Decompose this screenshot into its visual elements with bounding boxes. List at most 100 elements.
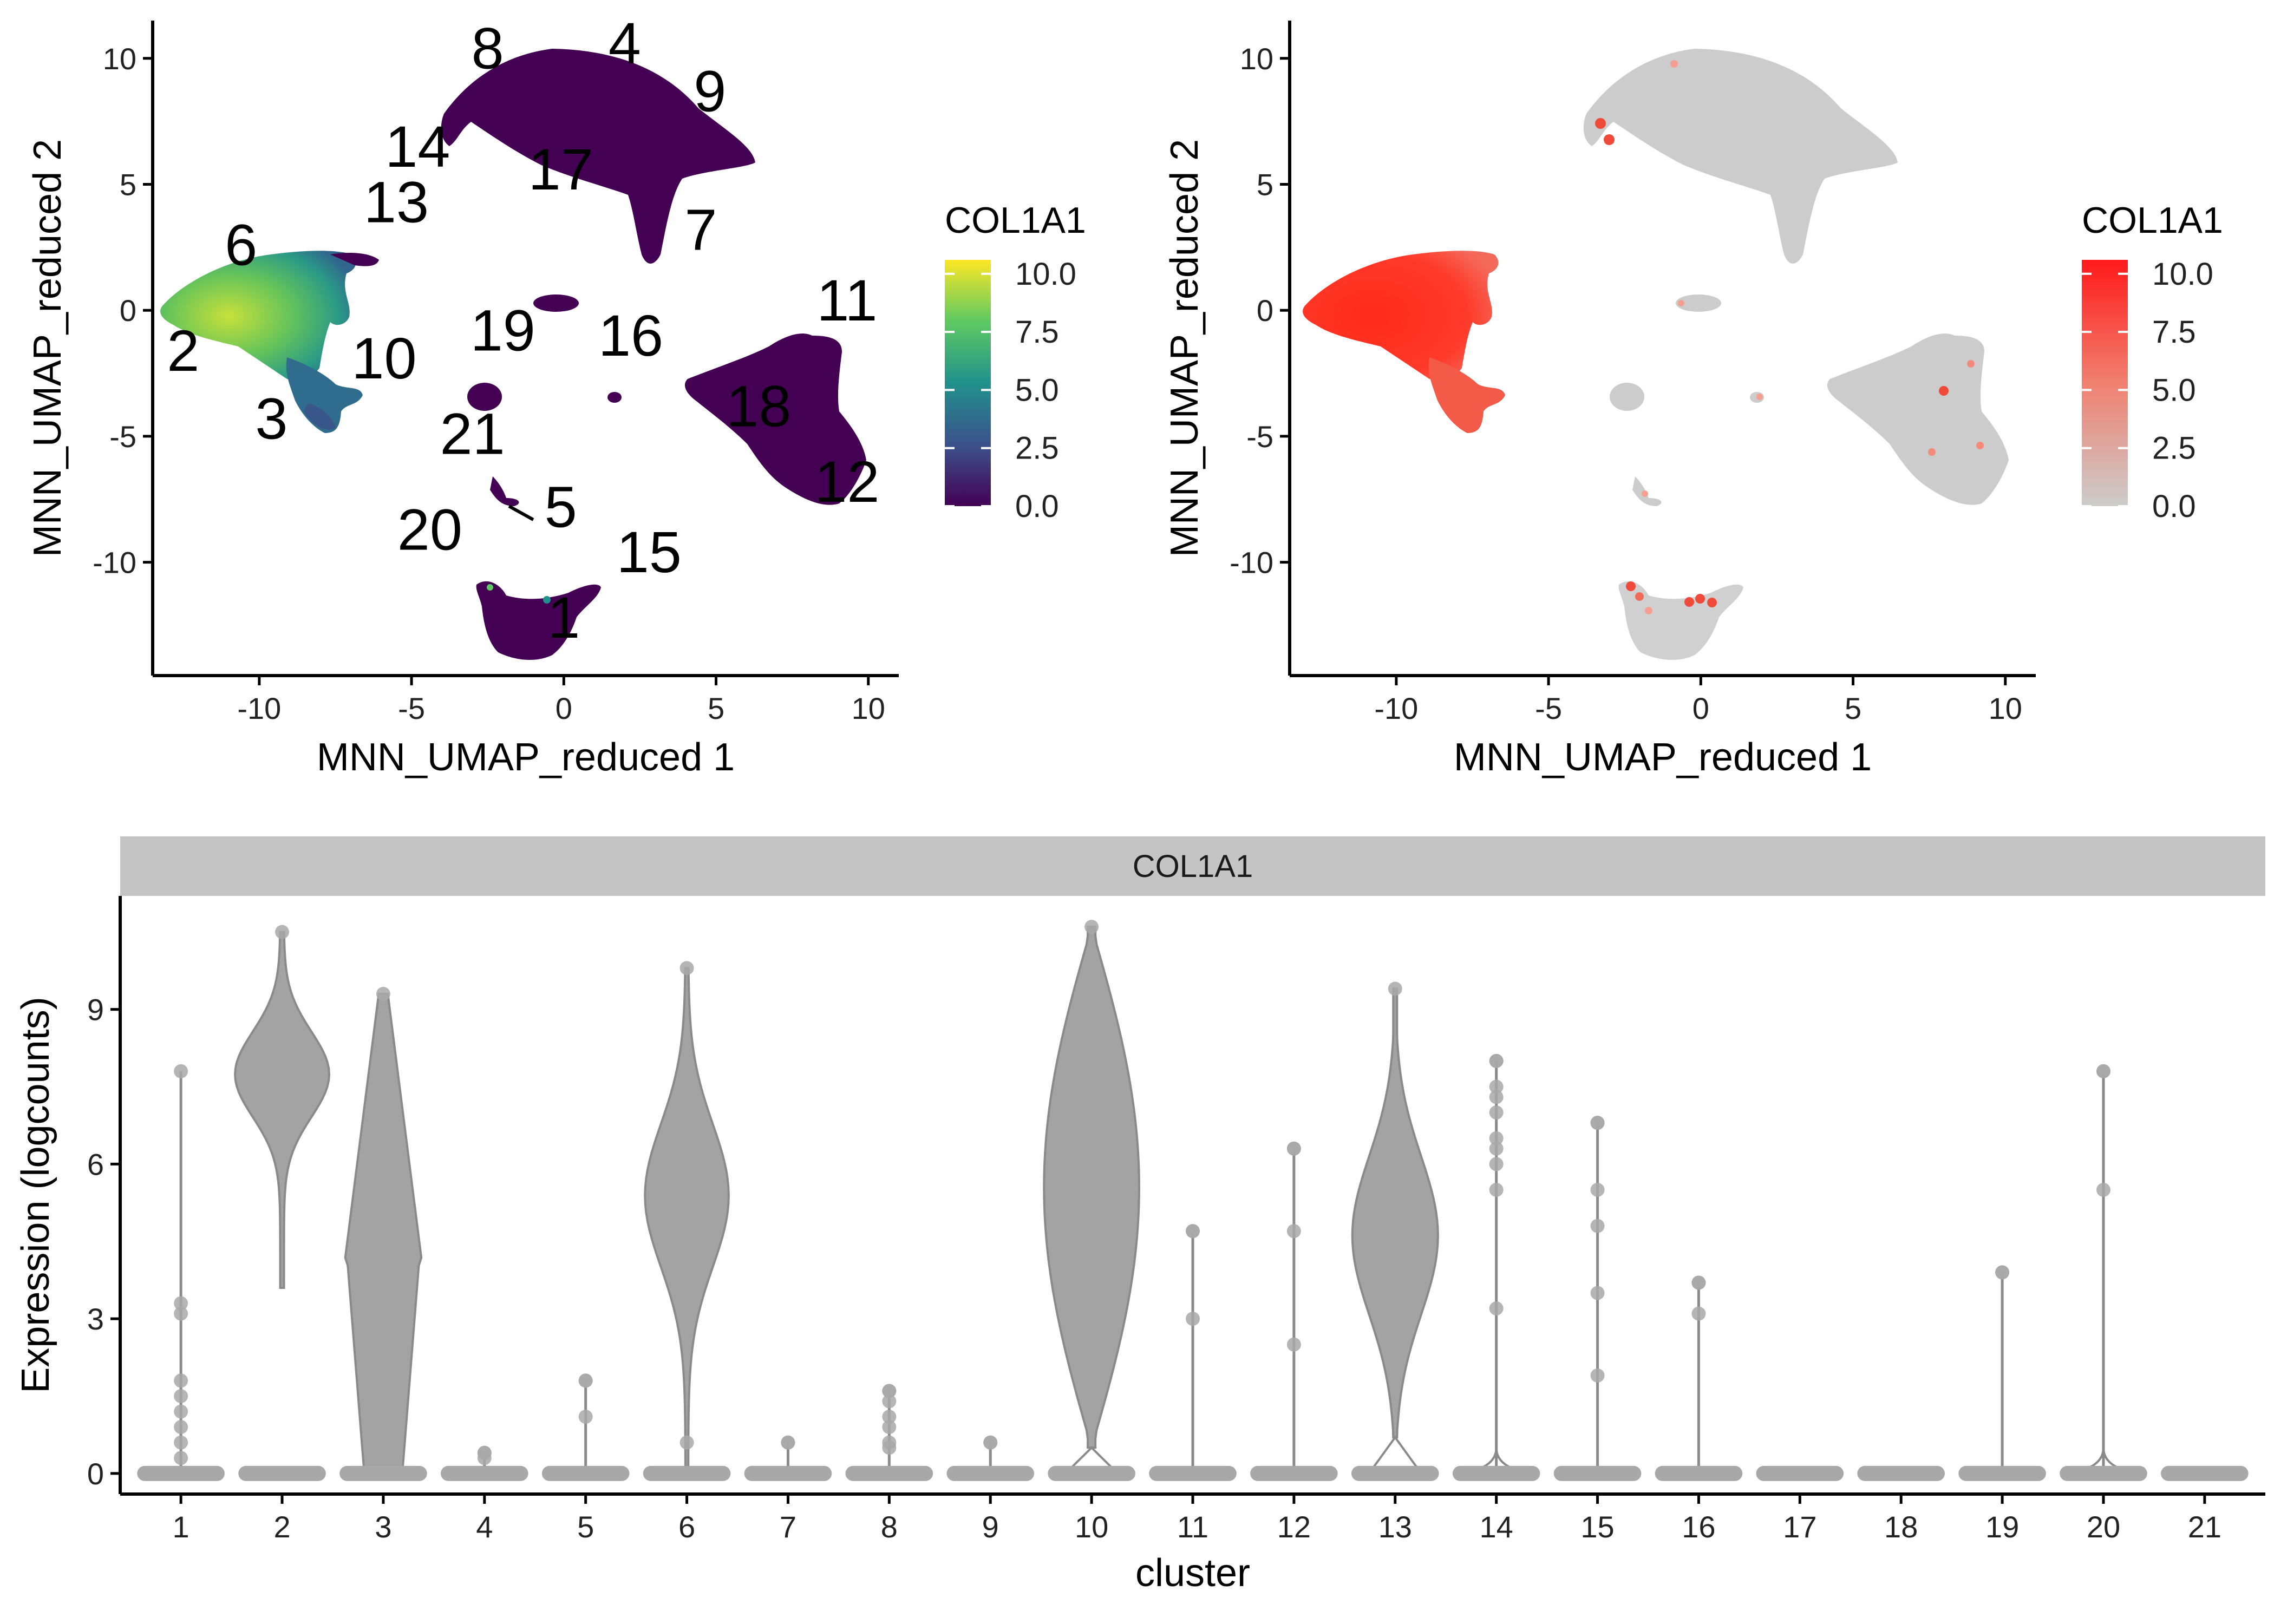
violin-x-tick-label: 19 [1985,1510,2019,1544]
umap-red-region-3-10 [1428,357,1505,433]
violin-zero-band-9 [946,1465,1035,1481]
violin-point-5 [578,1373,593,1388]
violin-point-6 [679,1466,694,1481]
violin-point-14 [1489,1090,1504,1104]
umap-viridis-legend: COL1A1 0.0 2.5 5.0 7.5 10.0 [945,200,1086,524]
cluster-label-6: 6 [225,212,257,277]
violin-zero-band-14 [1452,1465,1540,1481]
violin-x-tick-label: 20 [2087,1510,2120,1544]
umap-viridis-region-top [441,49,755,264]
violin-zero-band-19 [1958,1465,2046,1481]
cluster-label-13: 13 [364,169,429,234]
violin-x-tick-label: 8 [881,1510,898,1544]
violin-point-15 [1590,1219,1605,1233]
violin-marks [137,920,2249,1481]
umap-red-cell [1642,490,1648,497]
umap-viridis-region-21 [490,476,519,506]
violin-point-12 [1286,1224,1301,1239]
violin-point-20 [2096,1182,2110,1197]
umap-red-cell [1684,597,1694,607]
umap-viridis-region-16b [607,392,622,403]
violin-y-tick-label: 3 [87,1302,104,1336]
violin-point-19 [1995,1265,2010,1280]
violin-y-tick-label: 0 [87,1457,104,1491]
violin-point-8 [882,1420,897,1435]
violin-x-tick-label: 5 [577,1510,594,1544]
cluster-label-12: 12 [814,449,879,514]
umap-red-cell [1678,300,1684,306]
violin-point-4 [477,1445,492,1460]
violin-point-14 [1489,1301,1504,1316]
umap-viridis-clusters [160,49,866,660]
umap-viridis-x-tick-label: 5 [708,691,724,725]
violin-point-6 [679,1435,694,1450]
cluster-label-11: 11 [816,267,877,333]
violin-zero-band-11 [1149,1465,1237,1481]
violin-zero-band-17 [1756,1465,1844,1481]
cluster-label-15: 15 [617,519,682,585]
violin-y-tick-label: 6 [87,1147,104,1181]
violin-zero-band-15 [1553,1465,1642,1481]
violin-point-15 [1590,1286,1605,1300]
umap-red-region-right [1827,333,2009,505]
umap-viridis-legend-tick-label: 5.0 [1015,372,1059,408]
umap-red-x-tick-label: 10 [1989,691,2022,725]
violin-point-1 [174,1306,188,1321]
umap-red-region-top [1583,49,1898,264]
umap-red-x-axis-label: MNN_UMAP_reduced 1 [1454,736,1872,779]
umap-viridis-x-tick-label: -10 [237,691,281,725]
umap-viridis-legend-ticks: 0.0 2.5 5.0 7.5 10.0 [945,257,1076,524]
violin-point-14 [1489,1157,1504,1171]
umap-red-y-tick-label: 0 [1257,293,1273,328]
umap-viridis-region-3-low [303,403,336,430]
violin-zero-band-3 [339,1465,427,1481]
cluster-label-18: 18 [726,373,791,438]
violin-point-20 [2096,1064,2110,1078]
violin-point-14 [1489,1079,1504,1094]
umap-red-panel: -10 -5 0 5 10 -10 -5 0 5 10 MNN_UMAP_reduced 1 MNN_… [1163,21,2223,779]
violin-y-axis-label: Expression (logcounts) [14,997,57,1393]
cluster-label-10: 10 [351,325,416,391]
violin-max-point-6 [679,961,694,975]
umap-viridis-x-tick-label: -5 [398,691,425,725]
violin-point-1 [174,1404,188,1419]
violin-point-8 [882,1410,897,1424]
violin-zero-band-1 [137,1465,225,1481]
violin-x-tick-label: 18 [1884,1510,1918,1544]
umap-viridis-x-axis-label: MNN_UMAP_reduced 1 [317,736,735,779]
umap-red-y-axis-label: MNN_UMAP_reduced 2 [1163,139,1206,557]
cluster-label-8: 8 [472,15,504,81]
umap-viridis-region-16a [533,294,579,312]
violin-max-point-2 [275,925,290,939]
violin-point-14 [1489,1182,1504,1197]
violin-point-1 [174,1420,188,1435]
umap-red-cell [1645,607,1652,614]
violin-point-8 [882,1394,897,1409]
umap-red-legend-tick-label: 10.0 [2152,257,2213,292]
violin-cluster-13 [1351,987,1439,1439]
violin-x-tick-label: 14 [1480,1510,1513,1544]
violin-zero-band-10 [1048,1465,1135,1481]
umap-red-cell [1626,581,1636,591]
umap-red-cell [1756,394,1763,400]
violin-x-tick-label: 4 [476,1510,493,1544]
violin-x-tick-label: 11 [1177,1510,1208,1544]
violin-point-1 [174,1373,188,1388]
violin-point-12 [1286,1141,1301,1156]
violin-max-point-13 [1388,981,1402,996]
cluster-label-4: 4 [609,10,641,76]
umap-red-colorbar [2082,260,2128,506]
cluster-label-9: 9 [694,58,726,124]
umap-viridis-region-2-6 [160,251,356,381]
umap-viridis-region-edge [330,253,379,266]
umap-viridis-region-bottom [476,581,601,660]
umap-red-y-tick-label: -5 [1246,420,1273,454]
umap-red-legend-tick-label: 0.0 [2152,489,2196,524]
violin-x-tick-label: 3 [375,1510,391,1544]
umap-red-region-19 [1610,383,1644,411]
umap-viridis-y-axis-label: MNN_UMAP_reduced 2 [26,139,69,557]
violin-point-16 [1691,1306,1706,1321]
violin-cluster-10 [1043,926,1140,1449]
violin-point-8 [882,1384,897,1398]
